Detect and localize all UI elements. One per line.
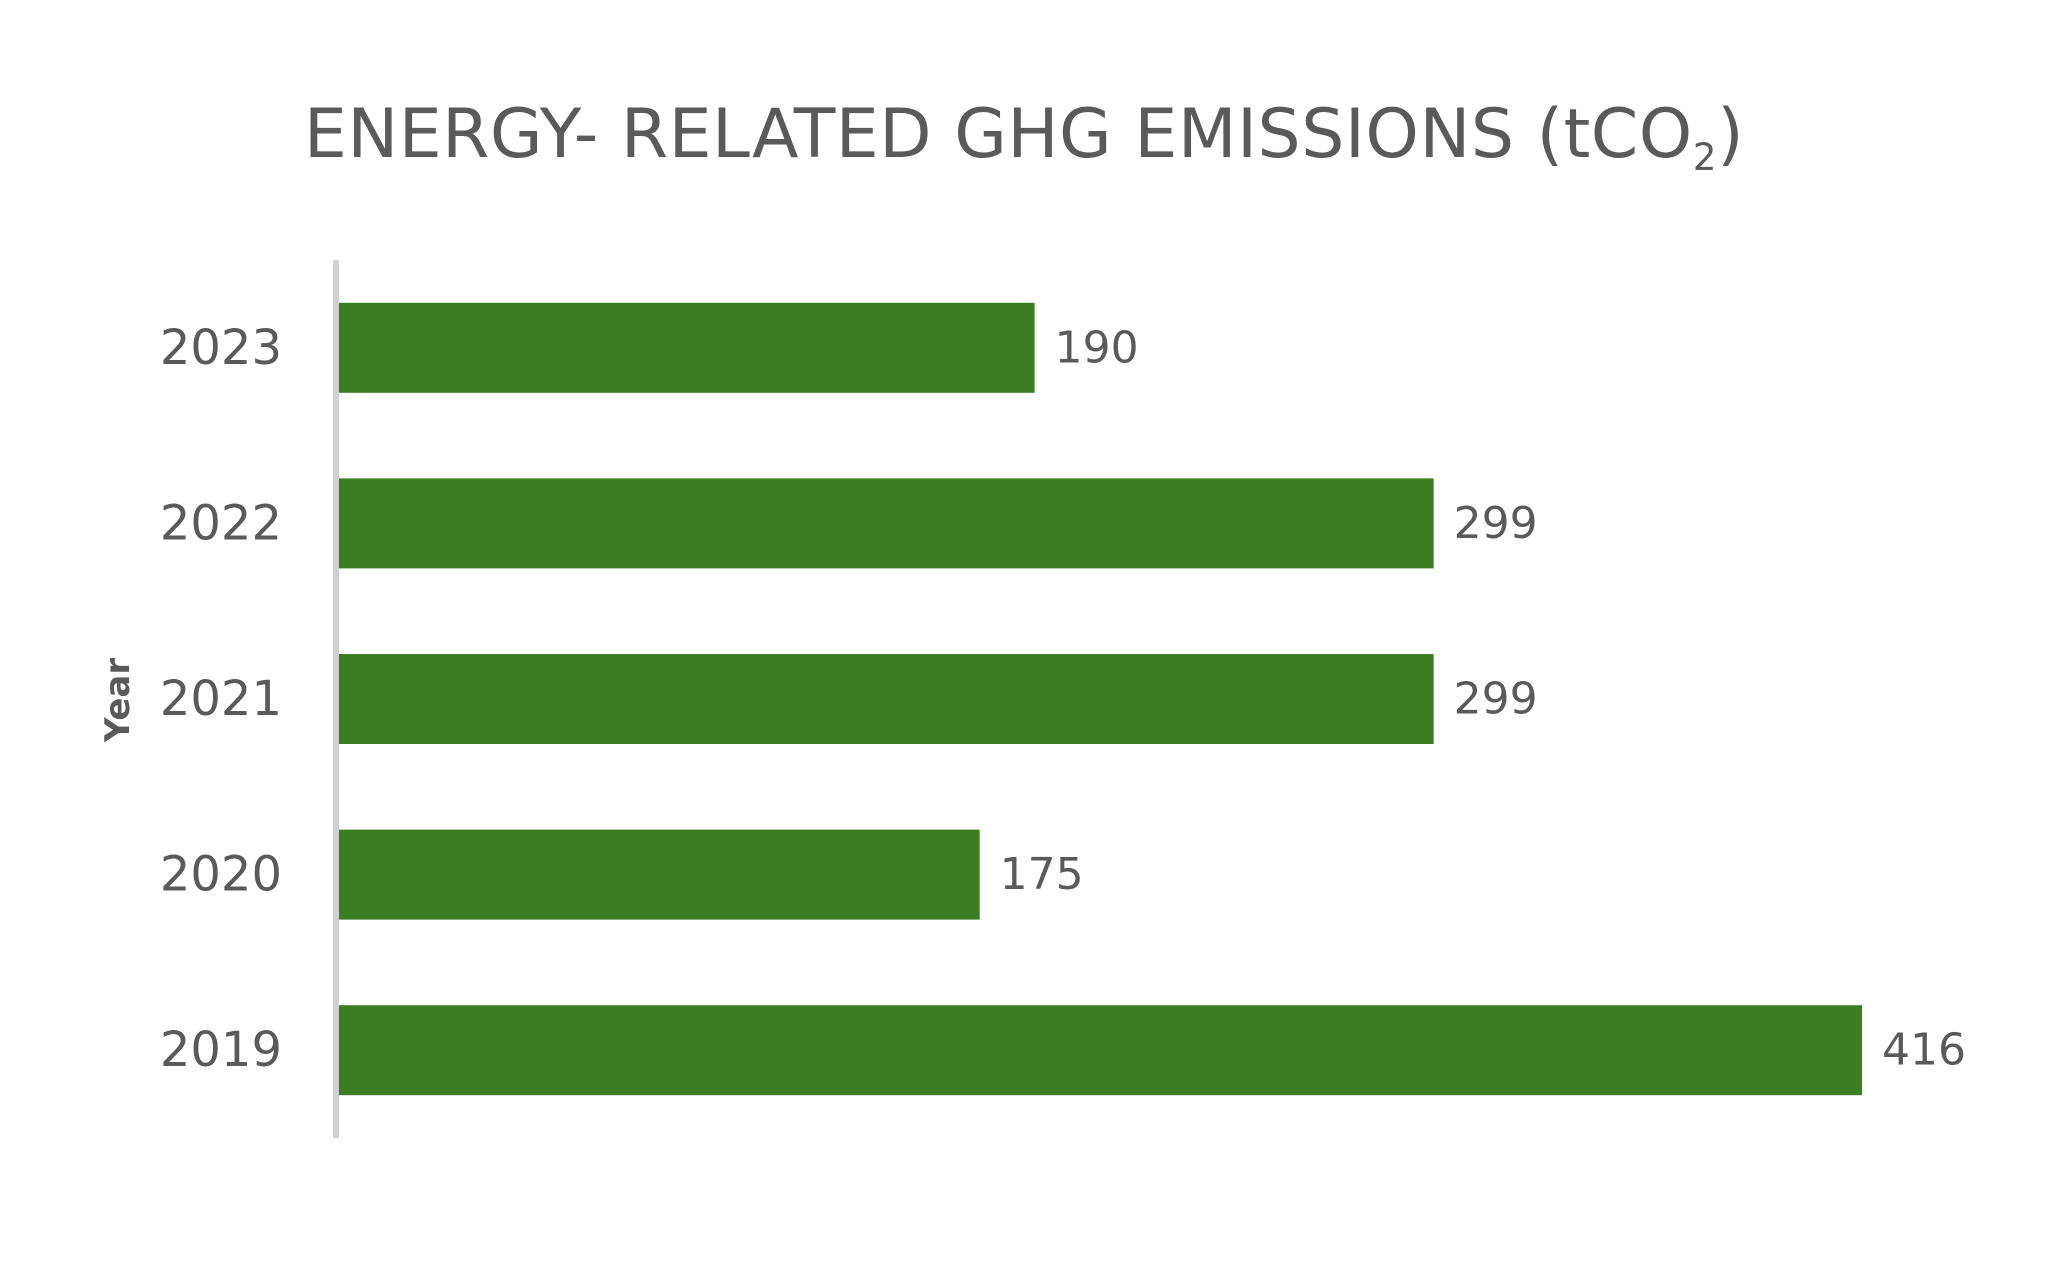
y-tick-label-2023: 2023 [160,320,282,376]
data-label-2019: 416 [1882,1025,1966,1076]
data-label-2022: 299 [1454,498,1538,549]
y-tick-label-2022: 2022 [160,495,282,551]
data-label-2023: 190 [1055,322,1139,373]
y-tick-label-2021: 2021 [160,671,282,727]
bar-2023 [339,302,1035,393]
bar-2019 [339,1005,1862,1096]
chart-title: ENERGY- RELATED GHG EMISSIONS (tCO2) [303,95,1745,180]
y-tick-label-2019: 2019 [160,1022,282,1078]
bar-2022 [339,478,1434,569]
data-label-2021: 299 [1454,674,1538,725]
bar-2020 [339,829,980,920]
data-label-2020: 175 [1000,849,1084,900]
bar-2021 [339,654,1434,744]
y-tick-label-2020: 2020 [160,847,282,903]
